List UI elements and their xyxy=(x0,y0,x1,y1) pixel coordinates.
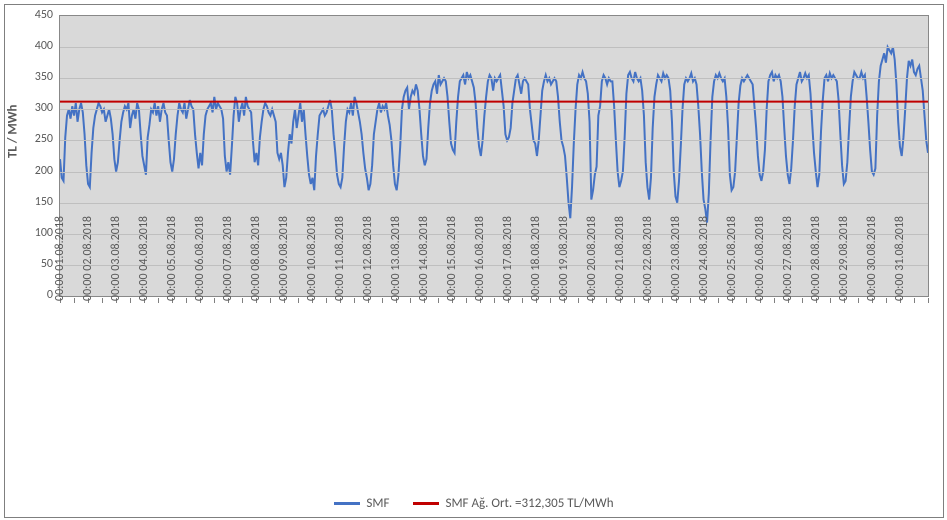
x-tick-label: 27.08.2018 00:00 xyxy=(781,216,795,301)
grid-line xyxy=(60,234,928,235)
y-tick-label: 300 xyxy=(13,101,53,115)
x-tick-mark xyxy=(578,298,579,303)
plot-area xyxy=(59,15,929,297)
x-tick-label: 04.08.2018 00:00 xyxy=(137,216,151,301)
x-tick-label: 10.08.2018 00:00 xyxy=(305,216,319,301)
x-tick-mark xyxy=(886,298,887,303)
y-tick-label: 150 xyxy=(13,195,53,209)
x-tick-label: 01.08.2018 00:00 xyxy=(53,216,67,301)
x-tick-mark xyxy=(354,298,355,303)
legend-swatch-smf xyxy=(334,502,360,505)
legend-item-smf: SMF xyxy=(334,496,389,511)
x-tick-mark xyxy=(158,298,159,303)
x-tick-mark xyxy=(326,298,327,303)
x-tick-mark xyxy=(830,298,831,303)
x-tick-label: 07.08.2018 00:00 xyxy=(221,216,235,301)
chart-frame: TL / MWh SMF SMF Ağ. Ort. =312,305 TL/MW… xyxy=(4,4,944,518)
x-tick-mark xyxy=(298,298,299,303)
x-tick-label: 26.08.2018 00:00 xyxy=(753,216,767,301)
y-tick-label: 400 xyxy=(13,39,53,53)
x-tick-mark xyxy=(214,298,215,303)
x-tick-label: 14.08.2018 00:00 xyxy=(417,216,431,301)
x-tick-mark xyxy=(130,298,131,303)
x-tick-mark xyxy=(102,298,103,303)
x-tick-label: 09.08.2018 00:00 xyxy=(277,216,291,301)
x-tick-label: 30.08.2018 00:00 xyxy=(865,216,879,301)
x-tick-mark xyxy=(606,298,607,303)
x-tick-mark xyxy=(858,298,859,303)
x-tick-mark xyxy=(634,298,635,303)
x-tick-mark xyxy=(522,298,523,303)
x-tick-label: 22.08.2018 00:00 xyxy=(641,216,655,301)
x-tick-label: 02.08.2018 00:00 xyxy=(81,216,95,301)
y-tick-label: 100 xyxy=(13,226,53,240)
x-tick-label: 24.08.2018 00:00 xyxy=(697,216,711,301)
y-tick-label: 50 xyxy=(13,257,53,271)
x-tick-mark xyxy=(74,298,75,303)
x-tick-label: 20.08.2018 00:00 xyxy=(585,216,599,301)
grid-line xyxy=(60,47,928,48)
x-tick-label: 18.08.2018 00:00 xyxy=(529,216,543,301)
x-tick-label: 11.08.2018 00:00 xyxy=(333,216,347,301)
x-tick-label: 08.08.2018 00:00 xyxy=(249,216,263,301)
series-SMF xyxy=(60,47,928,222)
x-tick-mark xyxy=(242,298,243,303)
x-tick-mark xyxy=(186,298,187,303)
chart-svg xyxy=(60,16,928,296)
x-tick-mark xyxy=(494,298,495,303)
x-tick-label: 13.08.2018 00:00 xyxy=(389,216,403,301)
x-tick-label: 21.08.2018 00:00 xyxy=(613,216,627,301)
x-tick-mark xyxy=(270,298,271,303)
x-tick-label: 03.08.2018 00:00 xyxy=(109,216,123,301)
y-tick-label: 350 xyxy=(13,70,53,84)
x-tick-mark xyxy=(928,298,929,303)
y-tick-label: 250 xyxy=(13,132,53,146)
y-tick-label: 0 xyxy=(13,288,53,302)
legend-label-avg: SMF Ağ. Ort. =312,305 TL/MWh xyxy=(445,496,613,511)
x-tick-mark xyxy=(466,298,467,303)
y-tick-label: 450 xyxy=(13,8,53,22)
x-tick-label: 12.08.2018 00:00 xyxy=(361,216,375,301)
x-tick-label: 23.08.2018 00:00 xyxy=(669,216,683,301)
legend-swatch-avg xyxy=(413,502,439,505)
x-tick-label: 17.08.2018 00:00 xyxy=(501,216,515,301)
x-tick-label: 05.08.2018 00:00 xyxy=(165,216,179,301)
y-tick-label: 200 xyxy=(13,164,53,178)
x-tick-mark xyxy=(774,298,775,303)
x-tick-mark xyxy=(802,298,803,303)
x-tick-mark xyxy=(382,298,383,303)
grid-line xyxy=(60,140,928,141)
x-tick-mark xyxy=(662,298,663,303)
x-tick-mark xyxy=(914,298,915,303)
x-tick-mark xyxy=(550,298,551,303)
grid-line xyxy=(60,172,928,173)
x-tick-label: 06.08.2018 00:00 xyxy=(193,216,207,301)
x-tick-mark xyxy=(438,298,439,303)
legend-label-smf: SMF xyxy=(366,496,389,511)
grid-line xyxy=(60,78,928,79)
x-tick-mark xyxy=(718,298,719,303)
legend: SMF SMF Ağ. Ort. =312,305 TL/MWh xyxy=(5,496,943,511)
x-tick-label: 16.08.2018 00:00 xyxy=(473,216,487,301)
grid-line xyxy=(60,203,928,204)
x-tick-label: 31.08.2018 00:00 xyxy=(893,216,907,301)
grid-line xyxy=(60,109,928,110)
legend-item-avg: SMF Ağ. Ort. =312,305 TL/MWh xyxy=(413,496,613,511)
x-tick-mark xyxy=(690,298,691,303)
x-tick-mark xyxy=(410,298,411,303)
x-tick-label: 19.08.2018 00:00 xyxy=(557,216,571,301)
x-tick-label: 29.08.2018 00:00 xyxy=(837,216,851,301)
x-tick-label: 25.08.2018 00:00 xyxy=(725,216,739,301)
x-tick-label: 28.08.2018 00:00 xyxy=(809,216,823,301)
x-tick-mark xyxy=(746,298,747,303)
x-tick-label: 15.08.2018 00:00 xyxy=(445,216,459,301)
grid-line xyxy=(60,265,928,266)
